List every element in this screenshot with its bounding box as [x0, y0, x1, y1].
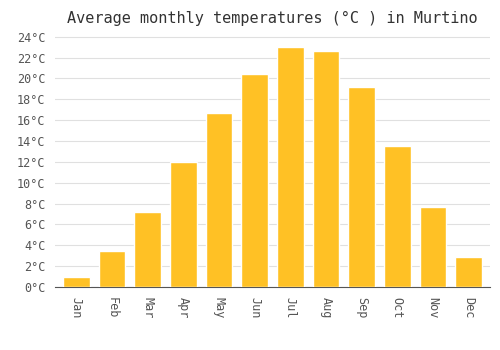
Bar: [63, 276, 90, 287]
Bar: [384, 146, 410, 287]
Bar: [242, 74, 268, 287]
Bar: [98, 251, 126, 287]
Title: Average monthly temperatures (°C ) in Murtino: Average monthly temperatures (°C ) in Mu…: [67, 11, 478, 26]
Bar: [312, 51, 340, 287]
Bar: [420, 207, 446, 287]
Bar: [134, 212, 161, 287]
Bar: [348, 87, 375, 287]
Bar: [277, 47, 303, 287]
Bar: [170, 162, 196, 287]
Bar: [455, 257, 482, 287]
Bar: [206, 113, 233, 287]
